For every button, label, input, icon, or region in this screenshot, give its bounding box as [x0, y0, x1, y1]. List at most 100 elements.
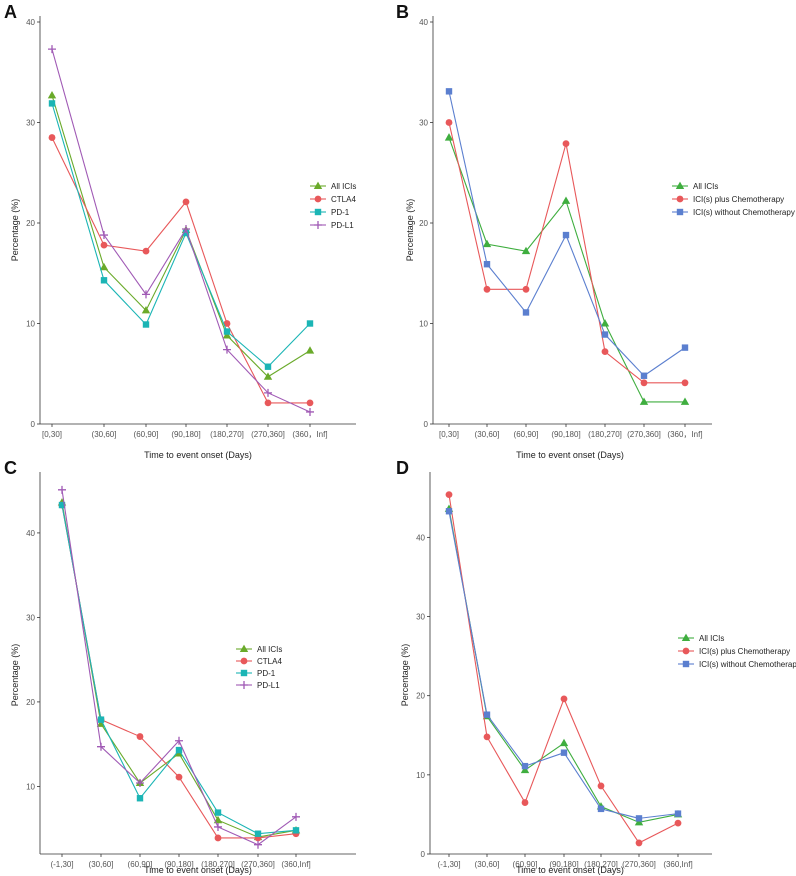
series-line [51, 48, 311, 413]
x-tick-label: (90,180] [551, 430, 580, 439]
x-tick-label: (60,90] [134, 430, 159, 439]
series-ctla4 [48, 134, 314, 407]
data-point [483, 285, 491, 293]
legend-entry: PD-1 [257, 669, 276, 678]
data-point [635, 815, 643, 822]
y-tick-label: 30 [419, 119, 428, 128]
data-point [681, 379, 689, 387]
series-ici-s-plus-chemotherapy [445, 119, 689, 387]
data-point [483, 261, 491, 268]
x-axis-label: Time to event onset (Days) [144, 865, 252, 875]
data-point [182, 198, 190, 206]
data-point [214, 834, 222, 842]
panel-letter: B [396, 2, 409, 22]
legend-marker [676, 195, 684, 203]
data-point [99, 262, 109, 271]
x-tick-label: (90,180] [549, 860, 578, 869]
legend-entry: ICI(s) without Chemotherapy [693, 208, 795, 217]
legend-entry: All ICIs [699, 634, 724, 643]
series-ici-s-without-chemotherapy [445, 88, 689, 379]
legend-marker [681, 633, 691, 641]
panel-c: C 10 20 30 40 (-1,30] (30,60] (60,90] (90,180] (1… [4, 458, 356, 875]
legend-entry: All ICIs [257, 645, 282, 654]
data-point [681, 344, 689, 351]
data-point [521, 799, 529, 806]
series-ici-s-without-chemotherapy [445, 508, 682, 822]
y-axis-label: Percentage (%) [400, 644, 410, 707]
legend-entry: PD-L1 [331, 221, 354, 230]
x-axis-label: Time to event onset (Days) [516, 450, 624, 460]
data-point [640, 372, 648, 379]
data-point [264, 399, 272, 407]
panel-letter: D [396, 458, 409, 478]
legend-marker [682, 660, 690, 668]
data-point [522, 309, 530, 316]
series-ici-s-plus-chemotherapy [445, 491, 682, 847]
data-point [639, 397, 649, 405]
x-tick-label: (90,180] [164, 860, 193, 869]
x-tick-label: (30,60] [92, 430, 117, 439]
x-tick-label: (360，Inf] [667, 430, 702, 439]
data-point [48, 134, 56, 141]
legend-entry: ICI(s) plus Chemotherapy [693, 195, 784, 204]
legend-marker [314, 208, 322, 216]
data-point [142, 290, 150, 299]
data-point [58, 501, 66, 509]
series-all-icis [444, 504, 683, 826]
data-point [142, 321, 150, 328]
data-point [635, 839, 643, 847]
x-tick-label: (-1,30] [50, 860, 73, 869]
data-point [223, 345, 231, 354]
series-line [448, 494, 679, 844]
data-point [640, 379, 648, 387]
data-point [522, 285, 530, 293]
legend-entry: ICI(s) without Chemotherapy [699, 660, 796, 669]
legend-entry: PD-1 [331, 208, 350, 217]
legend-marker [676, 208, 684, 216]
legend-marker [314, 195, 322, 203]
data-point [100, 277, 108, 284]
legend-marker [313, 181, 323, 189]
x-tick-label: (270,360] [251, 430, 285, 439]
data-point [445, 88, 453, 95]
panel-d: D 0 10 20 30 40 (-1,30] (30,60] (60,90] (90,180] (… [396, 458, 796, 875]
legend-marker [239, 644, 249, 652]
y-tick-label: 40 [419, 18, 428, 27]
y-tick-label: 10 [416, 771, 425, 780]
legend-marker [240, 657, 248, 665]
data-point [634, 817, 644, 826]
data-point [560, 749, 568, 756]
data-point [561, 196, 571, 204]
panel-a: A 0 10 20 30 40 [0,30] (30,60] (60,90] (90,180] (1… [4, 2, 356, 460]
legend-entry: CTLA4 [257, 657, 282, 666]
x-tick-label: (60,90] [513, 860, 538, 869]
series-line [61, 489, 297, 846]
y-tick-label: 20 [26, 219, 35, 228]
x-axis-label: Time to event onset (Days) [144, 450, 252, 460]
legend-marker [675, 181, 685, 189]
data-point [482, 239, 492, 248]
x-tick-label: (180,270] [584, 860, 618, 869]
legend-marker [682, 647, 690, 655]
data-point [263, 372, 273, 380]
series-line [448, 137, 685, 403]
data-point [445, 119, 453, 126]
legend-entry: ICI(s) plus Chemotherapy [699, 647, 790, 656]
data-point [601, 348, 609, 356]
data-point [47, 90, 57, 99]
data-point [175, 746, 183, 754]
panel-letter: C [4, 458, 17, 478]
x-tick-label: (360,Inf] [663, 860, 692, 869]
data-point [306, 407, 314, 416]
x-tick-label: [0,30] [439, 430, 459, 439]
data-point [674, 810, 682, 817]
data-point [521, 762, 529, 770]
x-tick-label: [0,30] [42, 430, 62, 439]
data-point [306, 399, 314, 407]
legend: All ICIs ICI(s) plus Chemotherapy ICI(s) w… [678, 633, 796, 669]
data-point [141, 306, 151, 314]
data-point [292, 827, 300, 834]
data-point [100, 241, 108, 249]
x-tick-label: (270,360] [627, 430, 661, 439]
data-point [175, 736, 183, 745]
